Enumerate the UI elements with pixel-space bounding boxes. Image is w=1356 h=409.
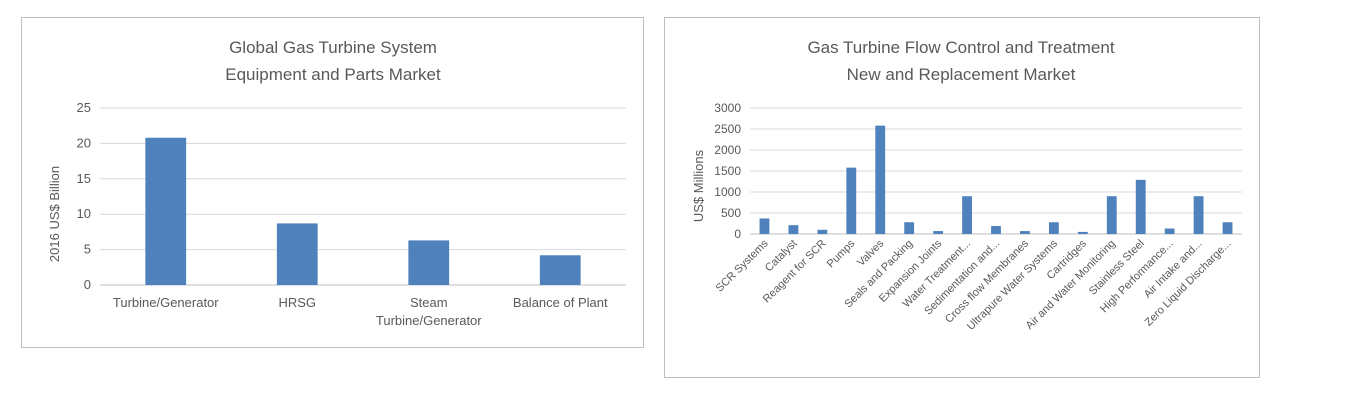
y-axis-ticks: 0 500 1000 1500 2000 2500 3000: [714, 101, 741, 241]
bar: [1048, 222, 1059, 234]
chart-title: Gas Turbine Flow Control and Treatment: [807, 38, 1114, 57]
bar: [875, 125, 886, 234]
x-tick-label: Balance of Plant: [513, 295, 608, 310]
bar: [145, 137, 187, 285]
bar: [1164, 228, 1175, 234]
chart-equipment-parts-market: Global Gas Turbine System Equipment and …: [47, 38, 626, 328]
chart-title: Global Gas Turbine System: [229, 38, 437, 57]
chart-flow-control-treatment: Gas Turbine Flow Control and Treatment N…: [691, 38, 1242, 333]
bar: [1222, 222, 1233, 234]
bar: [759, 218, 770, 234]
y-tick-label: 20: [77, 135, 91, 150]
bar: [962, 196, 972, 234]
x-tick-label: Steam Turbine/Generator: [376, 295, 482, 328]
bar: [788, 225, 799, 234]
bars: [145, 137, 581, 285]
bar: [846, 167, 857, 234]
y-tick-label: 1000: [714, 185, 741, 199]
bar: [276, 223, 318, 285]
chart-subtitle: New and Replacement Market: [847, 65, 1076, 84]
y-tick-label: 2000: [714, 143, 741, 157]
y-axis-label: US$ Millions: [691, 149, 706, 222]
bar: [408, 240, 450, 285]
y-tick-label: 2500: [714, 122, 741, 136]
bar: [1106, 196, 1117, 234]
y-tick-label: 10: [77, 206, 91, 221]
y-tick-label: 15: [77, 171, 91, 186]
y-tick-label: 0: [734, 227, 741, 241]
chart-panel-equipment-parts: Global Gas Turbine System Equipment and …: [21, 17, 644, 348]
bar: [991, 226, 1001, 234]
y-tick-label: 25: [77, 100, 91, 115]
y-axis-label: 2016 US$ Billion: [47, 166, 62, 262]
bar: [1135, 179, 1146, 234]
bar: [1193, 196, 1204, 234]
y-tick-label: 5: [84, 242, 91, 257]
chart-panel-flow-control: Gas Turbine Flow Control and Treatment N…: [664, 17, 1260, 378]
y-tick-label: 3000: [714, 101, 741, 115]
x-axis-ticks: Turbine/Generator HRSG Steam Turbine/Genera…: [113, 295, 608, 328]
bar: [1077, 231, 1088, 234]
x-tick-label: Pumps: [825, 237, 858, 270]
y-tick-label: 500: [721, 206, 741, 220]
y-tick-label: 1500: [714, 164, 741, 178]
bar: [539, 255, 581, 285]
gridlines: [750, 107, 1242, 235]
bars: [759, 125, 1233, 234]
gridlines: [100, 107, 626, 286]
chart-subtitle: Equipment and Parts Market: [225, 65, 441, 84]
bar: [817, 229, 828, 234]
bar: [933, 231, 944, 234]
bar: [904, 222, 915, 234]
bar: [1020, 231, 1030, 234]
x-tick-label: HRSG: [278, 295, 316, 310]
x-tick-label: Turbine/Generator: [113, 295, 219, 310]
y-axis-ticks: 0 5 10 15 20 25: [77, 100, 91, 292]
y-tick-label: 0: [84, 277, 91, 292]
